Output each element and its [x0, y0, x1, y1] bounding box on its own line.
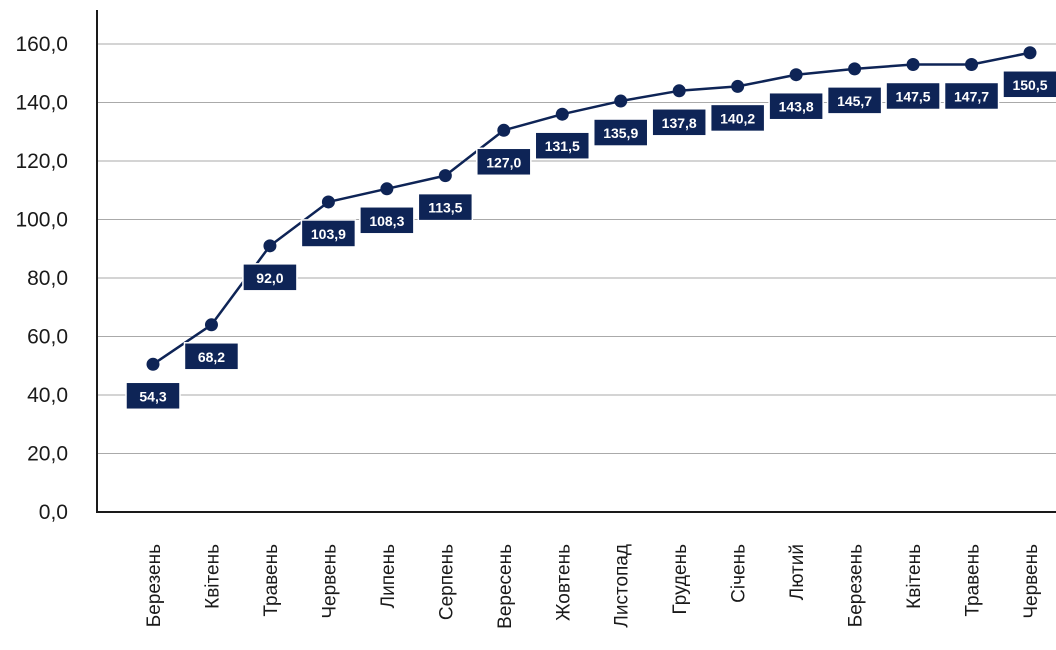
data-label-box [768, 91, 824, 121]
data-point [906, 57, 920, 71]
data-point [146, 357, 160, 371]
data-label-box [534, 131, 591, 160]
data-label-box [651, 108, 707, 137]
data-label-box [1002, 70, 1056, 99]
x-tick-label: Травень [261, 544, 282, 617]
x-tick-label: Червень [1021, 544, 1042, 619]
x-tick-label: Березень [846, 544, 867, 627]
data-label-box [125, 381, 181, 411]
data-point [497, 123, 511, 137]
x-tick-label: Березень [144, 544, 165, 627]
x-tick-label: Грудень [670, 544, 691, 615]
data-point [848, 62, 862, 76]
data-point [672, 84, 686, 98]
data-label: 147,5 [896, 88, 931, 104]
data-label-box [183, 342, 240, 371]
x-axis-ticks: Березень Квітень Травень Червень Липень Серпе… [144, 544, 1042, 629]
data-label: 150,5 [1012, 77, 1047, 93]
x-tick-label: Травень [963, 544, 984, 617]
data-point [789, 68, 803, 82]
data-label: 131,5 [545, 138, 580, 154]
axes [96, 10, 1056, 513]
y-tick-label: 100,0 [15, 209, 68, 232]
data-point [965, 57, 979, 71]
data-label: 68,2 [198, 349, 225, 365]
x-tick-label: Червень [319, 544, 340, 619]
data-label: 140,2 [720, 110, 755, 126]
y-tick-label: 40,0 [27, 384, 68, 407]
data-point [204, 318, 218, 332]
data-points [146, 46, 1037, 371]
series-line [152, 51, 1031, 366]
data-point [263, 239, 277, 253]
y-tick-label: 140,0 [15, 92, 68, 115]
data-point [321, 195, 335, 209]
x-tick-label: Листопад [612, 544, 633, 628]
x-tick-label: Липень [378, 544, 399, 608]
y-axis-ticks: 0,0 20,0 40,0 60,0 80,0 100,0 120,0 140,0 160,0 [15, 33, 68, 524]
data-point [438, 169, 452, 183]
data-point [1023, 46, 1037, 60]
y-tick-label: 0,0 [39, 501, 68, 524]
y-tick-label: 60,0 [27, 326, 68, 349]
data-label: 113,5 [428, 200, 462, 216]
series-line [152, 51, 1031, 366]
x-tick-label: Серпень [436, 544, 457, 620]
data-point [731, 79, 745, 93]
y-tick-label: 160,0 [15, 33, 68, 56]
data-label-box [476, 147, 532, 177]
data-labels: 54,3 68,2 92,0 103,9 108,3 113,5 127,0 131,5 135… [125, 70, 1056, 411]
data-label: 135,9 [603, 125, 638, 141]
x-tick-label: Вересень [495, 544, 516, 629]
data-label-box [592, 118, 649, 147]
data-label: 127,0 [486, 154, 521, 170]
data-label-box [242, 263, 298, 292]
x-tick-label: Січень [729, 544, 750, 603]
data-label: 54,3 [139, 388, 166, 404]
data-label: 145,7 [837, 93, 872, 109]
data-label-box [943, 81, 1000, 111]
data-label-box [359, 206, 415, 235]
data-label: 108,3 [369, 213, 404, 229]
data-point [614, 94, 628, 108]
data-label-box [300, 219, 357, 248]
data-label-box [885, 81, 941, 111]
x-tick-label: Квітень [202, 544, 223, 609]
x-tick-label: Лютий [787, 544, 808, 600]
data-label: 147,7 [954, 88, 989, 104]
y-tick-label: 80,0 [27, 267, 68, 290]
data-label-box [417, 192, 474, 222]
data-label: 137,8 [662, 115, 697, 131]
data-point [380, 182, 394, 196]
x-tick-label: Квітень [904, 544, 925, 609]
data-label: 143,8 [779, 99, 814, 115]
data-label-box [826, 86, 883, 115]
y-tick-label: 120,0 [15, 150, 68, 173]
data-label: 103,9 [311, 226, 346, 242]
data-label: 92,0 [256, 270, 283, 286]
data-point [555, 107, 569, 121]
x-tick-label: Жовтень [553, 544, 574, 621]
y-tick-label: 20,0 [27, 443, 68, 466]
data-label-box [709, 103, 766, 133]
